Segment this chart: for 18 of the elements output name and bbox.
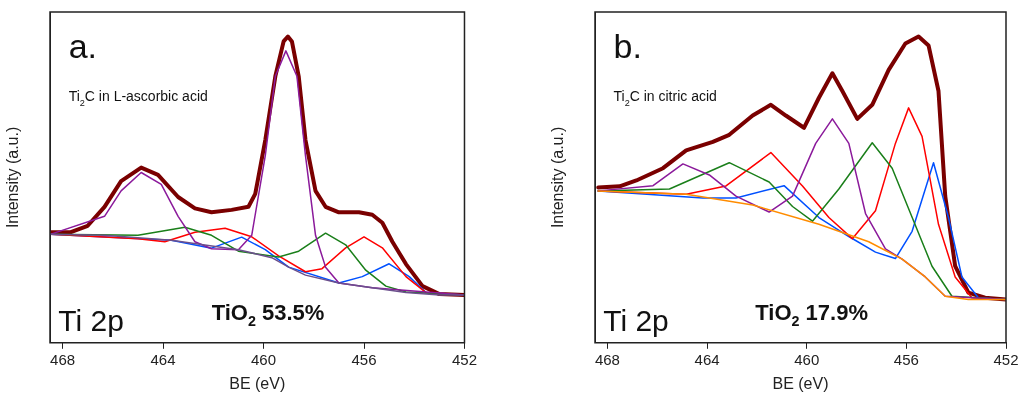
- annotation: Ti 2p: [58, 304, 124, 338]
- x-axis-title: BE (eV): [772, 374, 829, 392]
- x-tick-label: 464: [150, 350, 176, 368]
- x-tick-label: 452: [993, 350, 1019, 368]
- x-tick-label: 464: [694, 350, 720, 368]
- annotation: b.: [613, 27, 642, 66]
- x-tick-label: 468: [50, 350, 76, 368]
- x-tick-label: 460: [251, 350, 277, 368]
- x-tick-label: 456: [893, 350, 919, 368]
- x-tick-label: 468: [594, 350, 620, 368]
- x-tick-label: 452: [451, 350, 477, 368]
- annotation: a.: [68, 27, 98, 66]
- annotation: Ti 2p: [603, 304, 669, 338]
- y-axis-title: Intensity (a.u.): [549, 126, 567, 229]
- x-tick-label: 460: [794, 350, 820, 368]
- x-axis-title: BE (eV): [229, 374, 286, 392]
- x-tick-label: 456: [351, 350, 377, 368]
- y-axis-title: Intensity (a.u.): [4, 126, 22, 229]
